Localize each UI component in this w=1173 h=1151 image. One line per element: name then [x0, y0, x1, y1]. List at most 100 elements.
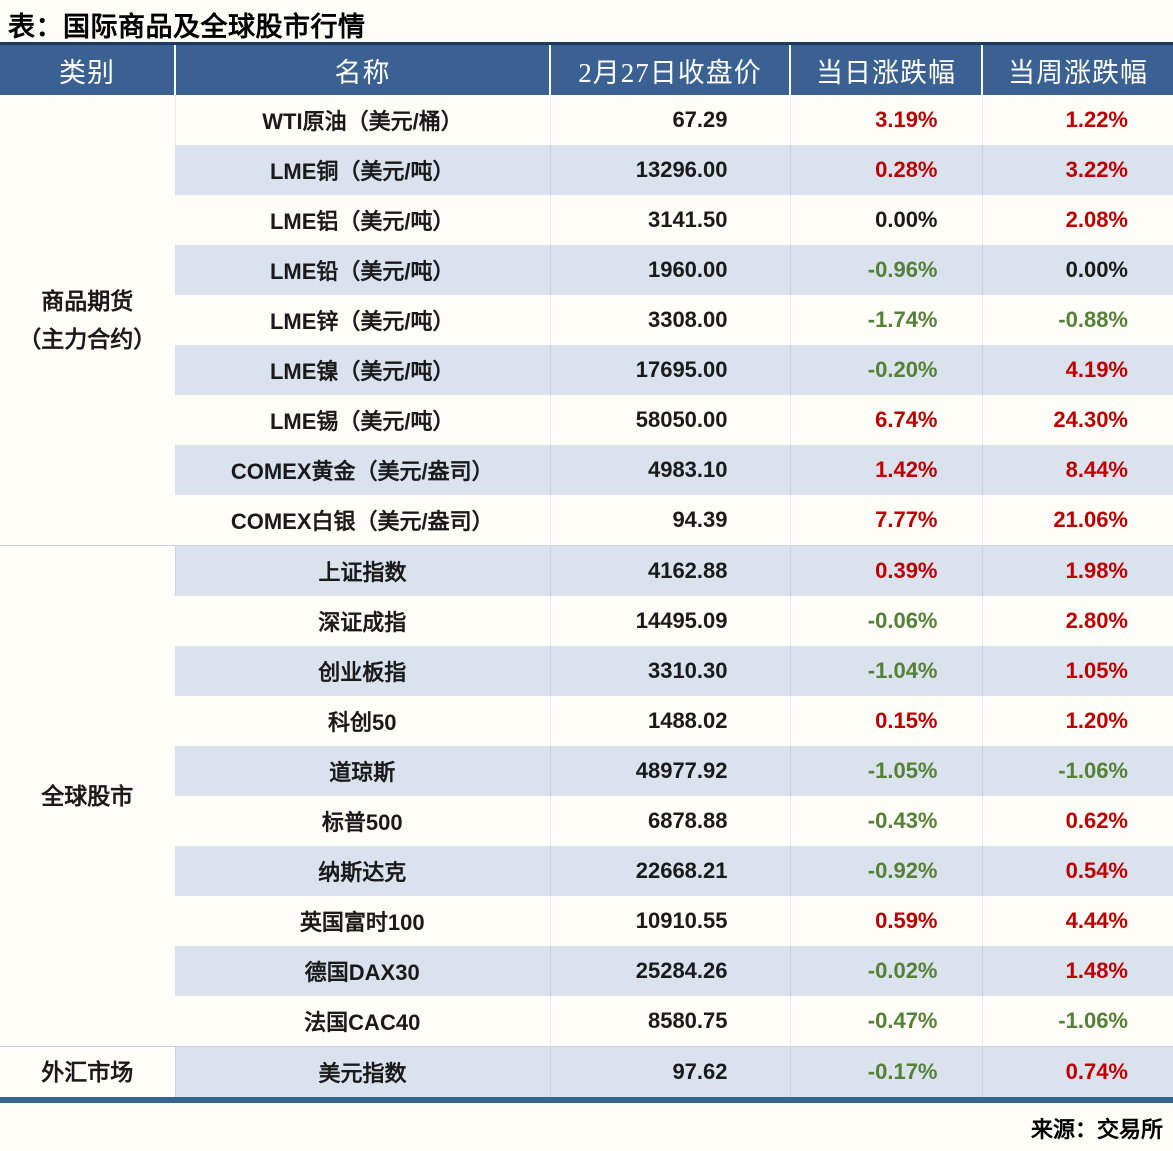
header-day-change: 当日涨跌幅 [789, 42, 982, 95]
table-row: 英国富时100 10910.55 0.59% 4.44% [0, 896, 1173, 946]
category-cell: 商品期货 （主力合约） [0, 95, 175, 546]
close-cell: 3310.30 [549, 646, 790, 696]
name-cell: 德国DAX30 [175, 946, 550, 996]
day-cell: -0.17% [789, 1046, 982, 1100]
close-cell: 8580.75 [549, 996, 790, 1047]
day-cell: 0.15% [789, 696, 982, 746]
header-row: 类别 名称 2月27日收盘价 当日涨跌幅 当周涨跌幅 [0, 42, 1173, 95]
close-cell: 58050.00 [549, 395, 790, 445]
close-cell: 13296.00 [549, 145, 790, 195]
page-title: 表：国际商品及全球股市行情 [8, 12, 366, 42]
category-line: 外汇市场 [41, 1059, 134, 1085]
name-cell: 科创50 [175, 696, 550, 746]
week-cell: 0.54% [981, 846, 1173, 896]
close-cell: 3308.00 [549, 295, 790, 345]
close-cell: 6878.88 [549, 796, 790, 846]
week-cell: 0.74% [981, 1046, 1173, 1100]
table-row: 创业板指 3310.30 -1.04% 1.05% [0, 646, 1173, 696]
name-cell: LME锡（美元/吨） [175, 395, 550, 445]
table-header: 类别 名称 2月27日收盘价 当日涨跌幅 当周涨跌幅 [0, 42, 1173, 95]
header-week-change: 当周涨跌幅 [981, 42, 1173, 95]
close-cell: 4983.10 [549, 445, 790, 495]
day-cell: 6.74% [789, 395, 982, 445]
category-line: （主力合约） [18, 326, 157, 352]
table-row: 法国CAC40 8580.75 -0.47% -1.06% [0, 996, 1173, 1047]
close-cell: 4162.88 [549, 545, 790, 596]
day-cell: -0.96% [789, 245, 982, 295]
name-cell: LME镍（美元/吨） [175, 345, 550, 395]
category-cell: 外汇市场 [0, 1046, 175, 1100]
table-row: COMEX白银（美元/盎司） 94.39 7.77% 21.06% [0, 495, 1173, 546]
week-cell: 2.80% [981, 596, 1173, 646]
name-cell: LME铝（美元/吨） [175, 195, 550, 245]
close-cell: 94.39 [549, 495, 790, 546]
table-row: COMEX黄金（美元/盎司） 4983.10 1.42% 8.44% [0, 445, 1173, 495]
name-cell: 美元指数 [174, 1046, 550, 1100]
close-cell: 17695.00 [549, 345, 790, 395]
name-cell: 法国CAC40 [175, 996, 550, 1047]
close-cell: 10910.55 [549, 896, 790, 946]
header-category: 类别 [0, 42, 175, 95]
day-cell: -0.20% [789, 345, 982, 395]
day-cell: -0.02% [789, 946, 982, 996]
week-cell: 2.08% [981, 195, 1173, 245]
close-cell: 14495.09 [549, 596, 790, 646]
day-cell: -1.04% [789, 646, 982, 696]
close-cell: 1488.02 [549, 696, 790, 746]
day-cell: 0.28% [789, 145, 982, 195]
category-line: 商品期货 [41, 288, 134, 314]
week-cell: -1.06% [981, 746, 1173, 796]
week-cell: 4.44% [981, 896, 1173, 946]
day-cell: -0.06% [789, 596, 982, 646]
header-name: 名称 [174, 42, 550, 95]
table-row: LME镍（美元/吨） 17695.00 -0.20% 4.19% [0, 345, 1173, 395]
table-row: 纳斯达克 22668.21 -0.92% 0.54% [0, 846, 1173, 896]
week-cell: 0.62% [981, 796, 1173, 846]
week-cell: 21.06% [981, 495, 1173, 546]
day-cell: -0.47% [789, 996, 982, 1047]
day-cell: 0.59% [789, 896, 982, 946]
table-row: 标普500 6878.88 -0.43% 0.62% [0, 796, 1173, 846]
name-cell: WTI原油（美元/桶） [174, 95, 550, 145]
close-cell: 3141.50 [549, 195, 790, 245]
table-row: 深证成指 14495.09 -0.06% 2.80% [0, 596, 1173, 646]
table-row: 道琼斯 48977.92 -1.05% -1.06% [0, 746, 1173, 796]
name-cell: 标普500 [175, 796, 550, 846]
table-body: 商品期货 （主力合约） WTI原油（美元/桶） 67.29 3.19% 1.22% LME铜… [0, 95, 1173, 1100]
name-cell: 上证指数 [174, 545, 550, 596]
table-row: LME铜（美元/吨） 13296.00 0.28% 3.22% [0, 145, 1173, 195]
week-cell: -1.06% [981, 996, 1173, 1047]
name-cell: LME铜（美元/吨） [175, 145, 550, 195]
name-cell: LME铅（美元/吨） [175, 245, 550, 295]
day-cell: 0.39% [789, 545, 982, 596]
week-cell: -0.88% [981, 295, 1173, 345]
table-row: 科创50 1488.02 0.15% 1.20% [0, 696, 1173, 746]
day-cell: 0.00% [789, 195, 982, 245]
name-cell: 道琼斯 [175, 746, 550, 796]
day-cell: 3.19% [789, 95, 982, 145]
table-row: LME锡（美元/吨） 58050.00 6.74% 24.30% [0, 395, 1173, 445]
day-cell: 7.77% [789, 495, 982, 546]
header-close-price: 2月27日收盘价 [549, 42, 790, 95]
day-cell: 1.42% [789, 445, 982, 495]
source-note: 来源：交易所 [1030, 1117, 1163, 1142]
week-cell: 1.22% [981, 95, 1173, 145]
close-cell: 48977.92 [549, 746, 790, 796]
table-row: LME铝（美元/吨） 3141.50 0.00% 2.08% [0, 195, 1173, 245]
name-cell: 纳斯达克 [175, 846, 550, 896]
close-cell: 67.29 [549, 95, 790, 145]
day-cell: -1.74% [789, 295, 982, 345]
table-row: LME铅（美元/吨） 1960.00 -0.96% 0.00% [0, 245, 1173, 295]
week-cell: 4.19% [981, 345, 1173, 395]
week-cell: 3.22% [981, 145, 1173, 195]
day-cell: -1.05% [789, 746, 982, 796]
name-cell: 深证成指 [175, 596, 550, 646]
table-row: 德国DAX30 25284.26 -0.02% 1.48% [0, 946, 1173, 996]
week-cell: 1.98% [981, 545, 1173, 596]
close-cell: 22668.21 [549, 846, 790, 896]
name-cell: 英国富时100 [175, 896, 550, 946]
week-cell: 1.48% [981, 946, 1173, 996]
table-row: 外汇市场 美元指数 97.62 -0.17% 0.74% [0, 1046, 1173, 1100]
category-cell: 全球股市 [0, 545, 175, 1047]
